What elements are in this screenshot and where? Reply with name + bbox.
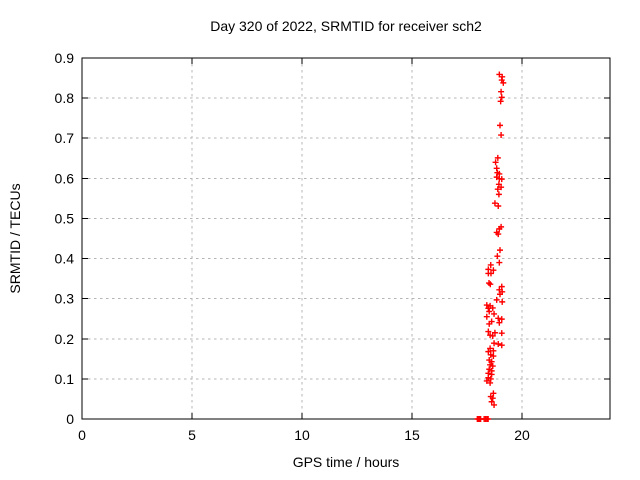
data-point [490, 353, 497, 360]
x-tick-label: 15 [404, 427, 420, 443]
y-tick-label: 0.2 [55, 331, 75, 347]
data-point [487, 261, 494, 268]
data-point [496, 225, 503, 232]
data-point [487, 379, 494, 386]
data-point [498, 184, 505, 191]
data-point [497, 247, 503, 254]
data-point [494, 253, 501, 260]
data-point [486, 320, 493, 327]
tick-labels: 0 5 10 15 20 0 0.1 0.2 0.3 0.4 0.5 0.6 0.7 0.8 0.9 [55, 50, 530, 443]
data-point [493, 296, 500, 303]
data-point [489, 395, 496, 402]
data-point [489, 332, 496, 339]
axis-ticks [81, 57, 610, 420]
data-point [497, 291, 503, 298]
x-tick-label: 0 [78, 427, 86, 443]
data-point [498, 94, 505, 101]
plot-border [81, 57, 611, 420]
x-tick-label: 20 [514, 427, 530, 443]
y-tick-label: 0.1 [55, 371, 75, 387]
data-point [486, 308, 493, 315]
data-point [488, 398, 495, 405]
data-point [498, 132, 505, 139]
data-point [498, 176, 505, 183]
y-tick-label: 0.4 [55, 251, 75, 267]
grid-lines [82, 58, 610, 419]
data-point [498, 342, 505, 349]
data-point [495, 315, 502, 322]
data-point [497, 122, 503, 129]
data-points [474, 71, 507, 422]
data-point [491, 329, 498, 336]
data-point [494, 186, 501, 193]
data-point [492, 159, 499, 166]
data-point [487, 281, 494, 288]
data-point [491, 200, 498, 207]
data-point [485, 348, 492, 355]
x-tick-label: 5 [188, 427, 196, 443]
data-point [495, 191, 502, 198]
data-point [488, 358, 495, 365]
data-point [498, 330, 505, 337]
data-point [483, 302, 490, 309]
data-point [491, 310, 498, 317]
y-tick-label: 0 [66, 411, 74, 427]
data-point [483, 313, 490, 320]
x-axis-label: GPS time / hours [293, 454, 400, 470]
data-point [498, 316, 505, 323]
data-point [497, 98, 504, 105]
data-point [494, 154, 501, 161]
data-point [490, 267, 497, 274]
data-point [496, 259, 503, 266]
y-tick-label: 0.7 [55, 130, 75, 146]
data-point [491, 340, 498, 347]
data-point [485, 270, 492, 277]
data-point [500, 79, 507, 86]
data-point [485, 328, 492, 335]
data-point [495, 231, 502, 238]
chart-title: Day 320 of 2022, SRMTID for receiver sch… [210, 18, 482, 34]
data-point [491, 401, 498, 408]
y-tick-label: 0.6 [55, 170, 75, 186]
data-point [495, 340, 502, 347]
data-point [499, 298, 506, 305]
data-point [489, 363, 496, 370]
data-point [485, 305, 492, 312]
y-tick-label: 0.3 [55, 291, 75, 307]
data-point [485, 416, 492, 422]
data-point [498, 283, 505, 290]
data-point [483, 377, 490, 384]
x-tick-label: 10 [294, 427, 310, 443]
data-point [498, 88, 505, 95]
data-point [488, 371, 495, 378]
data-point [487, 345, 494, 352]
y-axis-label: SRMTID / TECUs [7, 183, 23, 293]
y-tick-label: 0.9 [55, 50, 75, 66]
y-tick-label: 0.5 [55, 210, 75, 226]
data-point [495, 203, 502, 210]
data-point [486, 280, 492, 287]
y-tick-label: 0.8 [55, 90, 75, 106]
data-point [496, 319, 503, 326]
data-point [490, 347, 497, 354]
